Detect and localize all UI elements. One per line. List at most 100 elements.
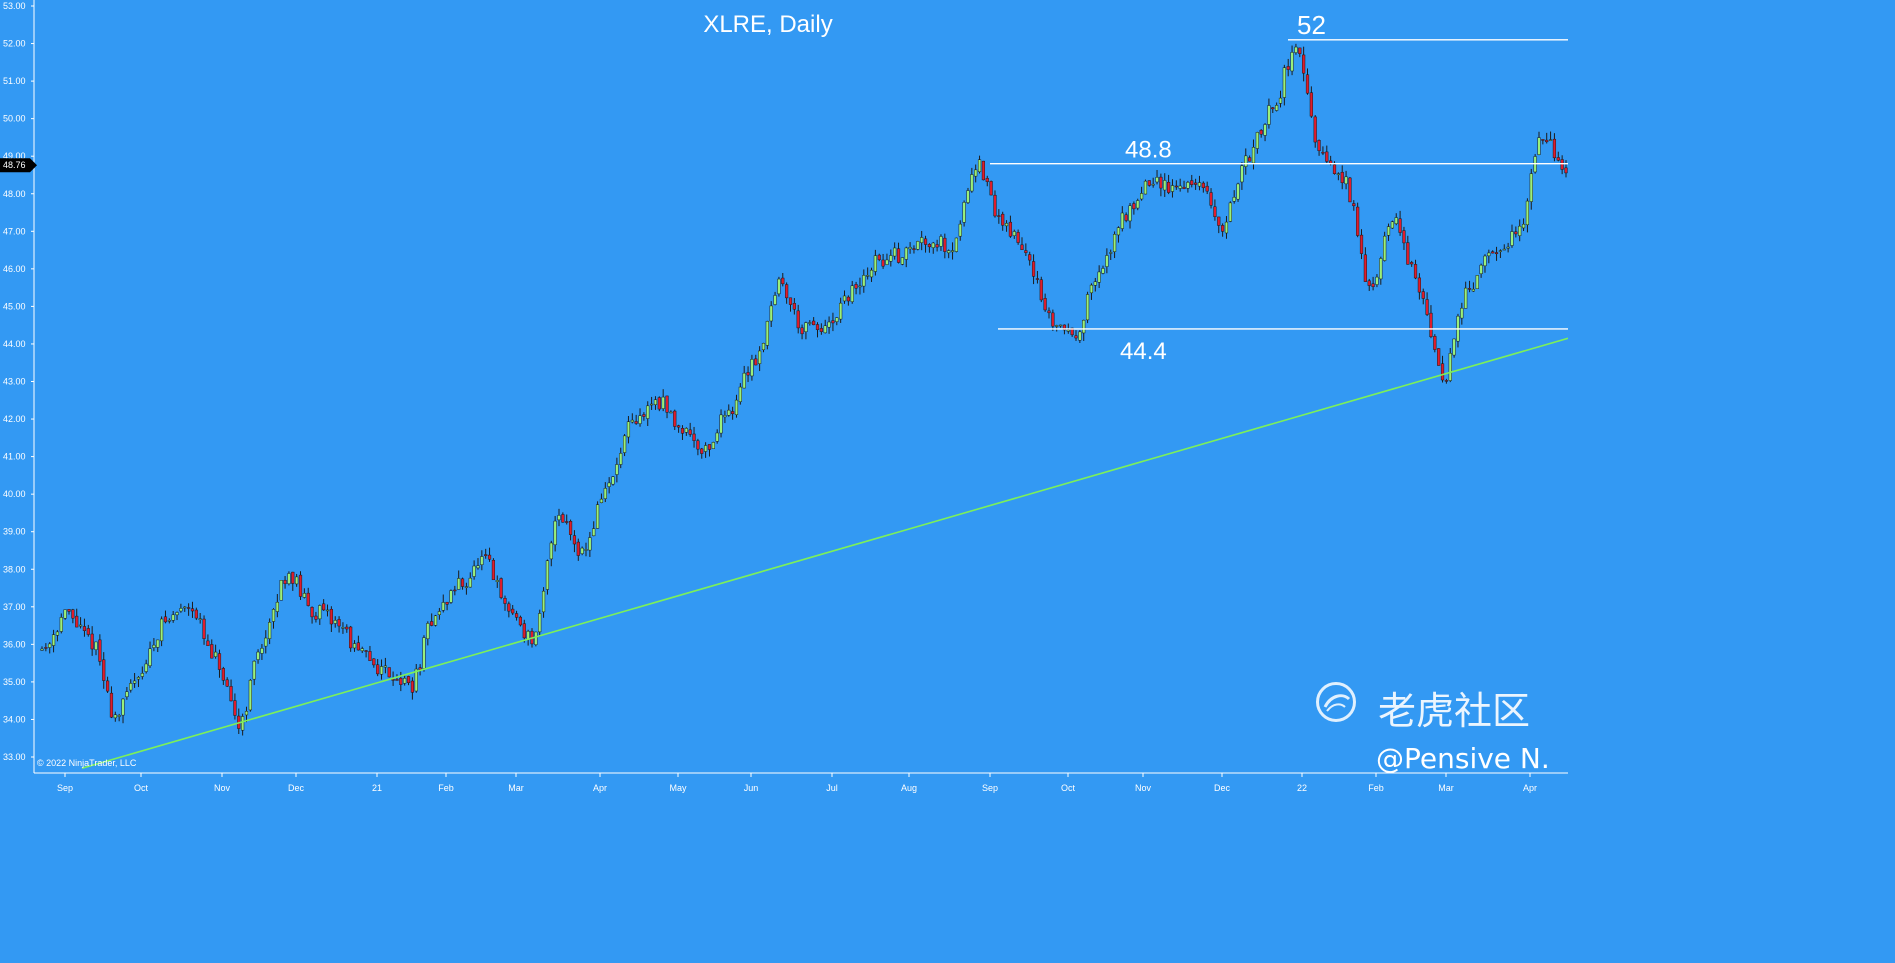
candle-body [1332, 164, 1337, 174]
candle-body [688, 429, 692, 435]
candle-body [337, 619, 341, 627]
candle-body [765, 321, 769, 346]
candle-body [1440, 363, 1445, 381]
candle-body [395, 679, 399, 681]
candle-body [1151, 183, 1155, 186]
candle-body [1143, 180, 1148, 195]
candle-body [1506, 246, 1510, 249]
candle-body [707, 444, 712, 450]
candle-body [877, 254, 881, 260]
candle-body [1398, 218, 1402, 233]
candle-body [202, 618, 206, 639]
candle-body [1012, 231, 1016, 236]
candle-body [646, 405, 650, 419]
candle-body [1444, 380, 1448, 382]
candle-body [1190, 180, 1194, 185]
candle-body [275, 601, 279, 612]
candle-body [387, 667, 391, 678]
candle-body [1471, 288, 1476, 292]
candle-body [545, 560, 550, 590]
candle-body [113, 714, 117, 719]
candle-body [518, 616, 523, 626]
candle-body [376, 664, 380, 675]
candle-body [954, 237, 959, 252]
candle-body [673, 410, 677, 427]
y-tick-label: 48.00 [3, 189, 26, 199]
candle-body [1352, 203, 1356, 207]
candle-body [927, 244, 931, 248]
candle-body [229, 686, 233, 702]
candle-body [1375, 276, 1379, 285]
candle-body [75, 615, 79, 628]
candle-body [1004, 223, 1009, 227]
candle-body [144, 663, 148, 672]
candle-body [1228, 202, 1232, 222]
candle-body [1051, 312, 1055, 327]
candle-body [1537, 137, 1541, 155]
x-tick-label: Mar [508, 783, 524, 793]
candle-body [210, 644, 214, 659]
candle-body [920, 237, 924, 243]
candle-body [102, 659, 106, 681]
candle-body [1487, 252, 1491, 257]
candle-body [746, 372, 750, 376]
candle-body [1325, 151, 1329, 162]
candle-body [1521, 223, 1526, 229]
candle-body [1001, 213, 1005, 226]
candle-body [680, 428, 685, 434]
candle-body [1170, 185, 1175, 192]
candle-body [241, 716, 245, 731]
candle-body [86, 628, 90, 635]
candle-body [1101, 268, 1105, 274]
candle-body [291, 571, 295, 584]
candle-body [1275, 105, 1279, 111]
candle-body [298, 574, 303, 597]
candle-body [256, 651, 260, 660]
candle-body [1062, 324, 1067, 331]
candle-body [1498, 250, 1503, 252]
candle-body [190, 608, 195, 612]
candle-body [1406, 242, 1410, 265]
candle-body [1564, 167, 1568, 174]
candle-body [206, 640, 210, 646]
candle-body [406, 676, 411, 683]
candle-body [815, 324, 820, 330]
candle-body [677, 425, 681, 428]
candle-body [94, 641, 98, 650]
y-tick-label: 37.00 [3, 602, 26, 612]
candle-body [437, 611, 441, 616]
last-price-label: 48.76 [3, 160, 26, 170]
x-tick-label: Mar [1438, 783, 1454, 793]
candle-body [252, 660, 256, 680]
candle-body [823, 325, 827, 334]
candle-body [862, 275, 866, 287]
y-tick-label: 45.00 [3, 301, 26, 311]
x-tick-label: Nov [1135, 783, 1152, 793]
candle-body [453, 589, 457, 592]
candle-body [1174, 185, 1178, 188]
candle-body [1163, 180, 1167, 191]
candle-body [310, 607, 314, 618]
candle-body [592, 528, 596, 537]
x-tick-label: Dec [288, 783, 305, 793]
candle-body [997, 215, 1001, 217]
x-tick-label: 22 [1297, 783, 1307, 793]
candle-body [819, 328, 823, 332]
candle-body [1147, 180, 1151, 186]
candle-body [1433, 336, 1437, 350]
candle-body [183, 606, 187, 609]
candle-body [1213, 206, 1217, 217]
candle-body [989, 181, 993, 196]
candle-body [136, 677, 141, 680]
y-tick-label: 44.00 [3, 339, 26, 349]
candle-body [418, 667, 422, 670]
x-tick-label: Oct [1061, 783, 1076, 793]
candle-body [217, 653, 222, 670]
candle-body [866, 275, 870, 277]
y-tick-label: 50.00 [3, 114, 26, 124]
candle-body [225, 679, 229, 687]
candle-body [785, 284, 789, 299]
candle-body [1278, 97, 1283, 104]
candle-body [858, 285, 862, 288]
candle-body [487, 554, 492, 560]
